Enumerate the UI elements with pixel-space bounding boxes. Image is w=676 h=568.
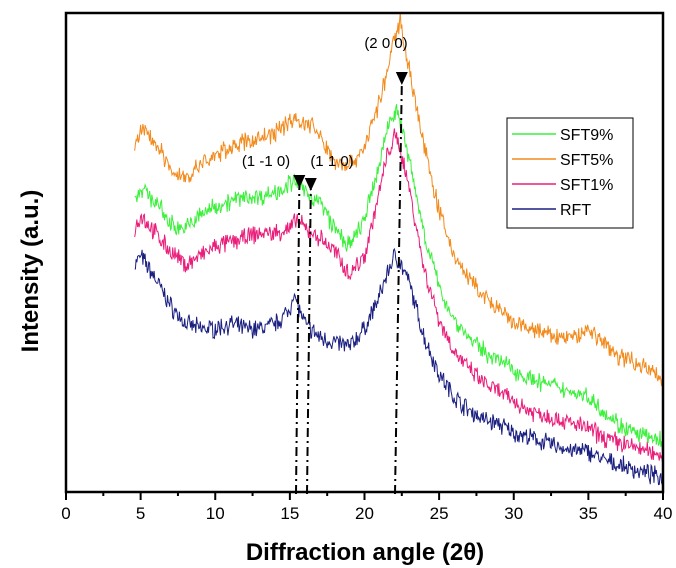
x-tick-label: 35 <box>579 504 598 523</box>
series-layer <box>134 11 664 486</box>
axis-layer: 0 5 10 15 20 25 30 35 40 <box>61 11 673 523</box>
peak-arrow-icon <box>293 175 306 188</box>
reference-line <box>295 185 301 495</box>
x-tick-label: 25 <box>430 504 449 523</box>
x-tick-label: 15 <box>280 504 299 523</box>
peak-arrow-icon <box>304 178 317 191</box>
x-tick-label: 20 <box>355 504 374 523</box>
series-sft5pct-line <box>134 11 664 387</box>
peak-arrow-icon <box>395 72 408 85</box>
plot-frame <box>64 11 665 494</box>
series-sft9pct-line <box>134 104 664 451</box>
peak-label: (2 0 0) <box>364 35 407 52</box>
reference-line <box>306 188 312 495</box>
y-axis-title: Intensity (a.u.) <box>17 190 44 353</box>
x-tick-label: 30 <box>504 504 523 523</box>
legend-label: SFT9% <box>560 127 613 144</box>
legend-label: SFT1% <box>560 177 613 194</box>
reference-line <box>394 82 403 495</box>
legend: SFT9% SFT5% SFT1% RFT <box>506 117 634 229</box>
peak-label: (1 -1 0) <box>242 153 290 170</box>
x-axis-title: Diffraction angle (2θ) <box>246 539 484 566</box>
series-rft-line <box>134 247 664 486</box>
legend-label: RFT <box>560 202 591 219</box>
x-tick-label: 0 <box>61 504 70 523</box>
annotation-layer: (1 -1 0) (1 1 0) (2 0 0) <box>242 35 408 495</box>
series-sft1pct-line <box>134 128 664 463</box>
x-tick-label: 5 <box>136 504 145 523</box>
legend-label: SFT5% <box>560 152 613 169</box>
x-tick-label: 10 <box>206 504 225 523</box>
peak-label: (1 1 0) <box>310 153 353 170</box>
x-tick-label: 40 <box>654 504 673 523</box>
